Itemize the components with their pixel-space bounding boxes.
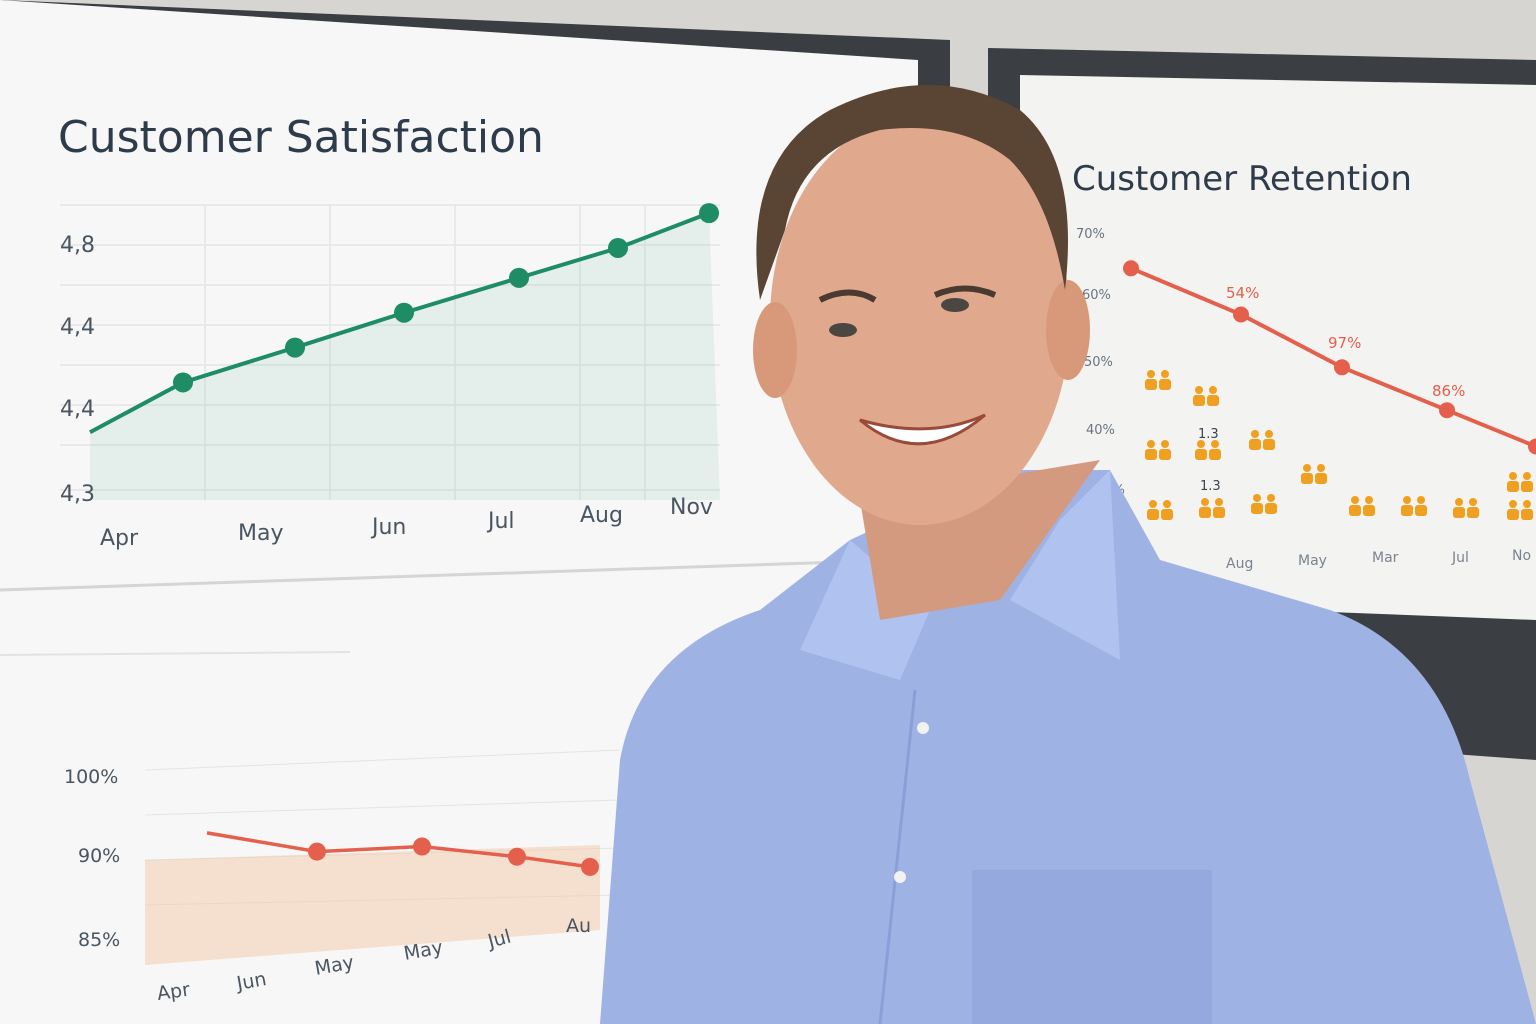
y-tick: 4,8 <box>60 233 95 258</box>
y-tick: 4,3 <box>60 482 95 507</box>
people-icon <box>1193 386 1219 406</box>
y-tick: 100% <box>64 766 118 788</box>
people-icon <box>1301 464 1327 484</box>
people-icon <box>1145 440 1171 460</box>
x-label: Jul <box>486 509 515 534</box>
people-icon <box>1249 430 1275 450</box>
data-point <box>285 337 305 358</box>
people-icon <box>1251 494 1277 514</box>
face <box>770 115 1070 525</box>
point-label: 86% <box>1432 382 1465 400</box>
point-label: 54% <box>1226 284 1259 302</box>
data-point <box>581 857 599 876</box>
data-point <box>1528 438 1536 455</box>
shirt-pocket <box>972 870 1212 1024</box>
ear <box>753 302 797 398</box>
retention-title: Customer Retention <box>1072 159 1412 199</box>
data-point <box>1233 306 1249 323</box>
x-label: Apr <box>100 526 139 551</box>
people-icon <box>1453 498 1479 518</box>
people-icon <box>1507 472 1533 492</box>
people-icon <box>1349 496 1375 516</box>
ear <box>1046 280 1090 380</box>
satisfaction-area <box>90 213 720 500</box>
people-icon <box>1199 498 1225 518</box>
point-label: 97% <box>1328 334 1361 352</box>
y-tick: 85% <box>78 929 120 951</box>
y-tick: 90% <box>78 845 120 867</box>
x-label: Mar <box>1372 550 1399 566</box>
x-label: Jul <box>1451 550 1469 566</box>
y-tick: 4,4 <box>60 397 95 422</box>
data-point <box>308 842 326 861</box>
shirt-button <box>894 871 906 883</box>
smile <box>859 413 986 446</box>
group-label: 1.3 <box>1198 427 1219 442</box>
shirt-button <box>917 722 929 734</box>
data-point <box>413 837 431 856</box>
x-label: Au <box>566 915 591 937</box>
y-tick: 40% <box>1086 423 1115 438</box>
x-label: Aug <box>1226 556 1253 572</box>
people-icon <box>1507 500 1533 520</box>
data-point <box>173 372 193 393</box>
y-tick: 4,4 <box>60 315 95 340</box>
people-icon <box>1147 500 1173 520</box>
y-tick: 70% <box>1076 227 1105 242</box>
y-tick: 50% <box>1084 355 1113 370</box>
y-tick: 60% <box>1082 288 1111 303</box>
data-point <box>1334 359 1350 376</box>
data-point <box>509 267 529 288</box>
group-label: 1.3 <box>1200 479 1221 494</box>
x-label: Jun <box>370 515 406 540</box>
retention-chart: Customer Retention 70% 60% 50% 40% 30% 5… <box>1072 159 1536 572</box>
x-label: Apr <box>156 979 192 1005</box>
person <box>600 85 1536 1024</box>
collar-left <box>800 540 930 680</box>
x-label: No <box>1512 548 1531 564</box>
collar-right <box>1010 470 1120 660</box>
people-icon <box>1401 496 1427 516</box>
x-label: May <box>1298 553 1327 569</box>
people-icon <box>1145 370 1171 390</box>
x-label: Jun <box>234 968 268 995</box>
satisfaction-chart: Customer Satisfaction 4,8 4,4 4,4 4,3 Ap… <box>58 112 720 551</box>
hair <box>756 85 1068 300</box>
x-label: Aug <box>580 503 623 528</box>
placket <box>878 689 917 1024</box>
people-icon <box>1195 440 1221 460</box>
satisfaction-title: Customer Satisfaction <box>58 112 544 163</box>
data-point <box>394 302 414 323</box>
data-point <box>608 237 628 258</box>
x-label: May <box>238 521 283 546</box>
x-label: Nov <box>670 495 713 520</box>
data-point <box>699 203 719 224</box>
data-point <box>1439 402 1455 419</box>
data-point <box>508 847 526 866</box>
data-point <box>1123 260 1139 277</box>
